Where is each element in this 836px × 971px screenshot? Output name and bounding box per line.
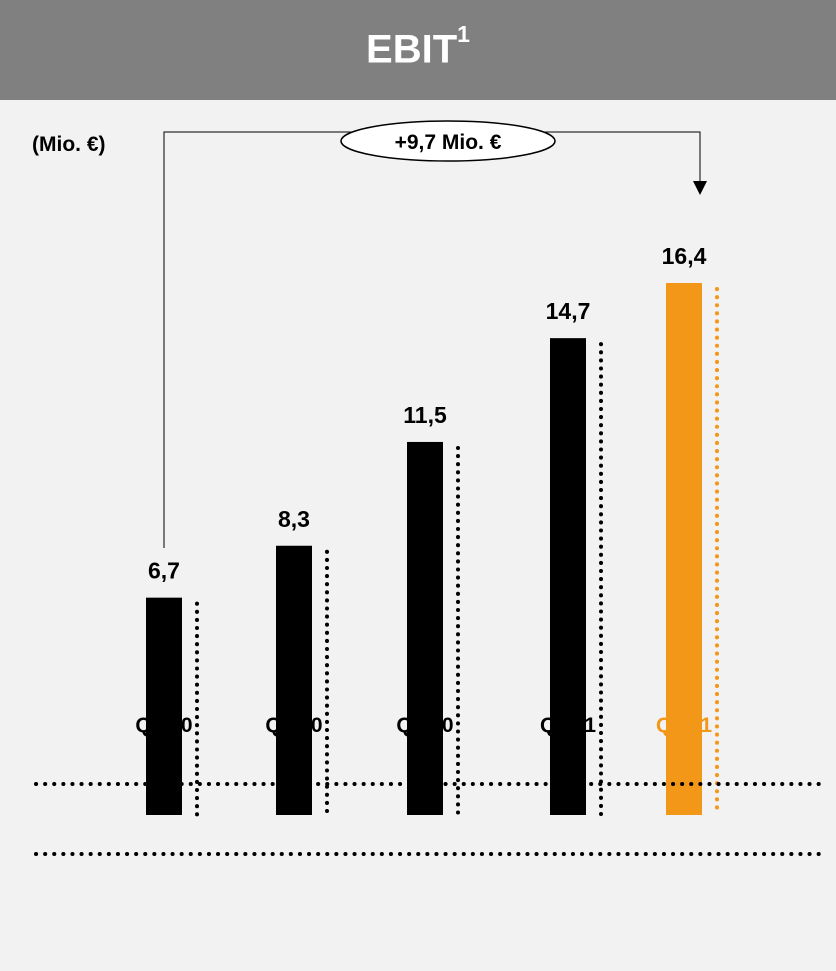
footnote-marker: 1 bbox=[457, 21, 470, 48]
chart-title: EBIT1 bbox=[366, 21, 470, 72]
annotation-arrowhead bbox=[693, 181, 707, 195]
category-label: Q4/10 bbox=[396, 714, 453, 737]
bar-Q2-11 bbox=[666, 283, 702, 815]
bar-Q2-10 bbox=[146, 597, 182, 815]
bar-Q3-10 bbox=[276, 545, 312, 815]
category-label: Q2/10 bbox=[135, 714, 192, 737]
data-label: 8,3 bbox=[278, 506, 310, 532]
data-label: 6,7 bbox=[148, 558, 180, 584]
data-label: 14,7 bbox=[546, 298, 591, 324]
category-label: Q3/10 bbox=[265, 714, 322, 737]
chart-title-text: EBIT bbox=[366, 27, 458, 72]
category-label: Q2/11 bbox=[656, 714, 712, 737]
category-label: Q1/11 bbox=[540, 714, 596, 737]
unit-label: (Mio. €) bbox=[32, 133, 106, 156]
bar-Q1-11 bbox=[550, 338, 586, 815]
annotation-bubble bbox=[340, 120, 556, 162]
bar-Q4-10 bbox=[407, 441, 443, 815]
data-label: 11,5 bbox=[403, 402, 447, 428]
annotation-text: +9,7 Mio. € bbox=[395, 131, 502, 154]
chart-header: EBIT1 bbox=[0, 0, 836, 100]
data-label: 16,4 bbox=[662, 243, 707, 269]
